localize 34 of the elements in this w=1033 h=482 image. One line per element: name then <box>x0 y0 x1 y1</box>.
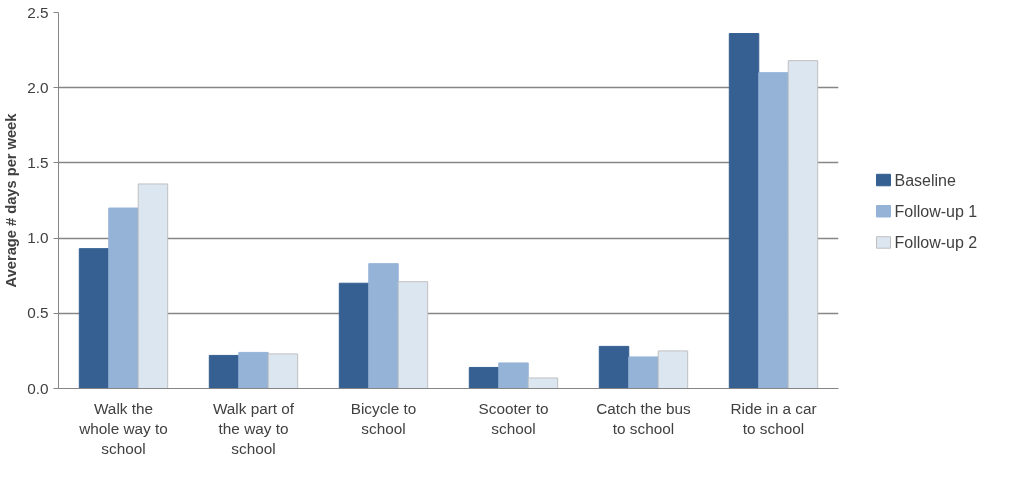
x-tick-label: Walk the whole way to school <box>78 399 168 458</box>
bar <box>78 248 110 389</box>
x-tick-label: Bicycle to school <box>350 399 417 437</box>
bar <box>238 351 269 389</box>
y-tick-label: 1.0 <box>27 229 49 247</box>
y-tick-label: 2.0 <box>27 78 49 96</box>
y-tick-label: 0.5 <box>27 304 49 322</box>
bar <box>728 33 760 389</box>
legend-label: Follow-up 1 <box>894 202 978 220</box>
legend-label: Baseline <box>894 171 956 189</box>
bar <box>338 282 370 389</box>
y-tick-label: 2.5 <box>27 3 49 21</box>
bar <box>498 362 529 389</box>
y-tick-label: 1.5 <box>27 153 49 171</box>
x-tick-label: Catch the bus to school <box>596 399 692 437</box>
legend-label: Follow-up 2 <box>894 233 978 251</box>
bar <box>208 354 240 389</box>
bar <box>468 366 500 389</box>
x-tick-label: Walk part of the way to school <box>212 399 295 458</box>
bar <box>137 183 169 389</box>
y-axis-title: Average # days per week <box>3 112 20 288</box>
bar <box>628 356 659 389</box>
bar <box>657 350 689 389</box>
bar <box>267 353 299 389</box>
y-tick-label: 0.0 <box>27 379 49 397</box>
bar <box>108 207 139 389</box>
bar <box>758 72 789 389</box>
bar <box>397 281 429 389</box>
bar <box>787 60 819 389</box>
x-tick-label: Ride in a car to school <box>730 399 817 437</box>
bar <box>368 263 399 389</box>
bar <box>527 377 559 389</box>
bar <box>598 345 630 389</box>
x-tick-label: Scooter to school <box>478 399 549 437</box>
